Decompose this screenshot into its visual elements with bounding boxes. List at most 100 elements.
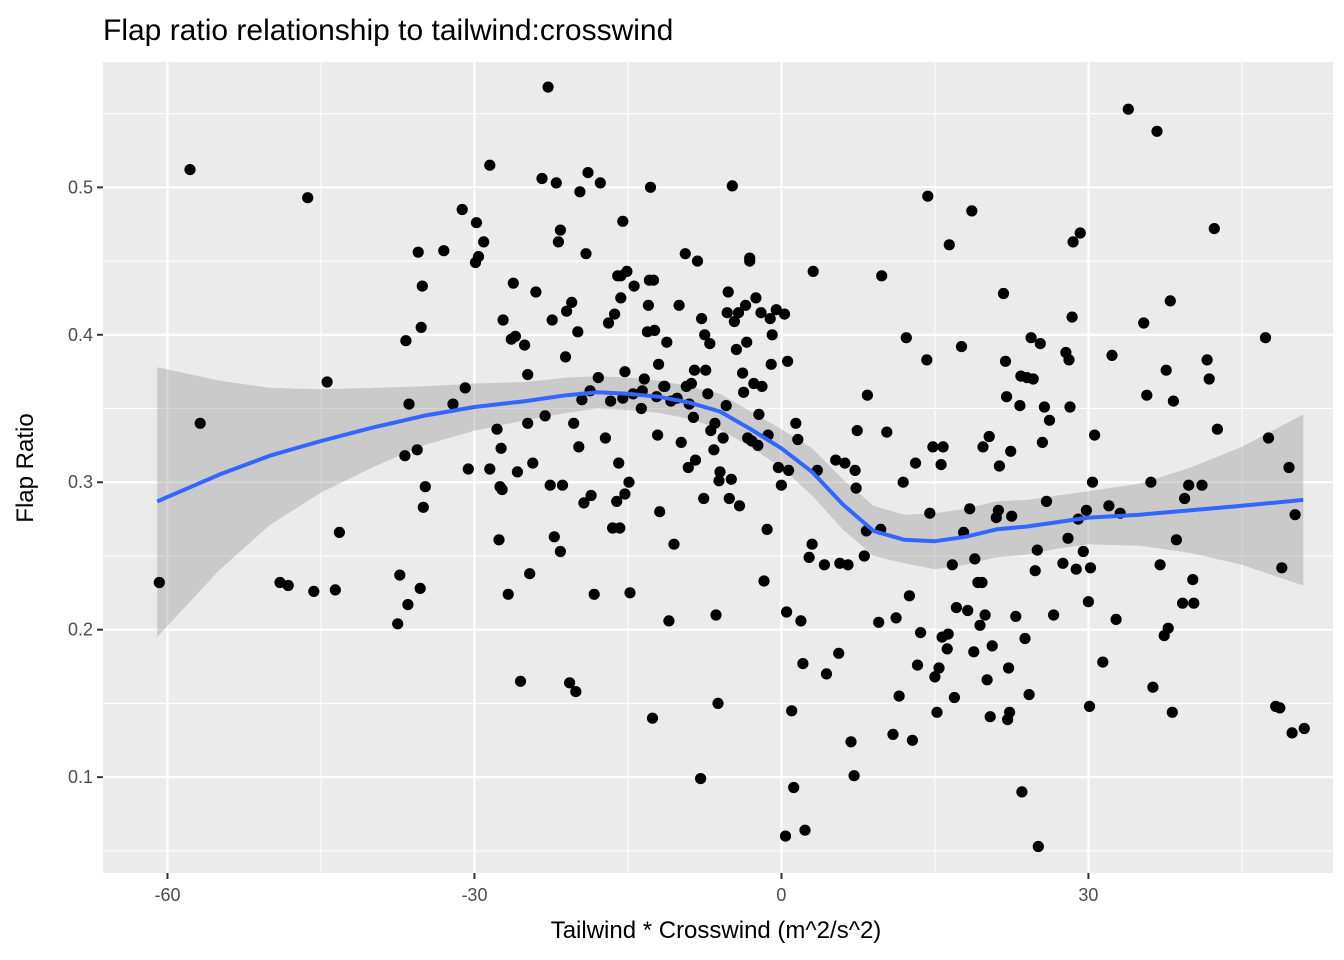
data-point	[1286, 727, 1298, 739]
data-point	[726, 180, 738, 192]
data-point	[1283, 461, 1295, 474]
data-point	[623, 476, 635, 488]
data-point	[561, 305, 573, 317]
data-point	[333, 526, 345, 539]
data-point	[1122, 103, 1134, 115]
data-point	[554, 224, 567, 236]
data-point	[1183, 479, 1195, 491]
data-point	[969, 553, 981, 565]
data-point	[1147, 681, 1159, 693]
data-point	[873, 616, 885, 628]
data-point	[1014, 400, 1026, 412]
data-point	[1177, 597, 1189, 609]
data-point	[909, 457, 922, 469]
data-point	[833, 647, 845, 659]
y-axis-ticks: 0.1 0.2 0.3 0.4 0.5	[68, 177, 103, 787]
data-point	[842, 559, 854, 571]
data-point	[514, 675, 527, 687]
data-point	[979, 609, 991, 621]
data-point	[983, 430, 995, 443]
data-point	[876, 270, 888, 282]
data-point	[679, 248, 691, 260]
data-point	[495, 442, 507, 454]
data-point	[890, 612, 902, 624]
data-point	[1048, 609, 1060, 621]
y-tick-label: 0.5	[68, 177, 93, 197]
y-tick-label: 0.4	[68, 325, 93, 345]
data-point	[753, 408, 765, 420]
data-point	[1062, 532, 1074, 544]
data-point	[509, 330, 521, 342]
x-tick-label: -30	[461, 885, 487, 905]
data-point	[699, 329, 711, 341]
data-point	[761, 523, 773, 536]
data-point	[924, 507, 936, 519]
data-point	[770, 304, 782, 316]
data-point	[717, 432, 729, 444]
data-point	[992, 504, 1005, 516]
data-point	[550, 177, 562, 189]
data-point	[1196, 479, 1208, 491]
data-point	[1188, 597, 1200, 609]
y-tick-label: 0.2	[68, 620, 93, 640]
data-point	[1170, 534, 1182, 546]
smooth-trend-line	[156, 390, 1304, 544]
data-point	[647, 274, 660, 286]
data-point	[282, 579, 294, 592]
data-point	[1154, 559, 1166, 571]
data-point	[1006, 510, 1018, 522]
data-point	[689, 454, 702, 466]
data-point	[702, 388, 714, 400]
data-point	[414, 582, 426, 595]
data-point	[1179, 492, 1191, 505]
data-point	[417, 501, 429, 513]
data-point	[797, 658, 809, 670]
data-point	[781, 606, 793, 618]
data-point	[573, 441, 585, 453]
data-point	[790, 417, 802, 429]
data-point	[700, 364, 712, 376]
data-point	[1166, 706, 1178, 718]
y-tick-label: 0.1	[68, 767, 93, 787]
data-point	[568, 417, 580, 429]
major-gridlines	[103, 62, 1333, 873]
data-point	[675, 436, 687, 448]
data-point	[807, 265, 819, 277]
data-point	[1067, 236, 1079, 248]
data-point	[402, 599, 414, 611]
data-point	[750, 292, 762, 304]
data-point	[400, 335, 412, 347]
data-point	[617, 215, 629, 227]
data-point	[712, 697, 724, 710]
data-point	[1103, 500, 1115, 512]
data-point	[609, 308, 621, 320]
data-point	[646, 712, 659, 724]
data-point	[1084, 562, 1097, 574]
data-point	[594, 177, 606, 189]
data-point	[552, 236, 565, 248]
data-point	[927, 441, 939, 453]
data-point	[1164, 295, 1176, 307]
data-point	[839, 457, 851, 469]
data-point	[153, 576, 165, 589]
data-point	[741, 336, 753, 348]
x-tick-label: 30	[1078, 885, 1098, 905]
data-point	[688, 364, 701, 376]
data-point	[848, 770, 860, 782]
data-point	[194, 417, 206, 429]
data-point	[493, 534, 505, 546]
data-point	[946, 559, 958, 571]
data-point	[615, 292, 627, 304]
data-point	[522, 417, 534, 429]
data-point	[536, 172, 548, 185]
data-point	[1066, 311, 1078, 323]
data-point	[1167, 395, 1179, 407]
data-point	[1043, 414, 1056, 426]
x-tick-label: -60	[154, 885, 180, 905]
data-point	[394, 569, 406, 581]
data-point	[950, 602, 963, 614]
data-point	[704, 338, 716, 350]
data-point	[1040, 495, 1053, 507]
data-point	[722, 286, 734, 298]
